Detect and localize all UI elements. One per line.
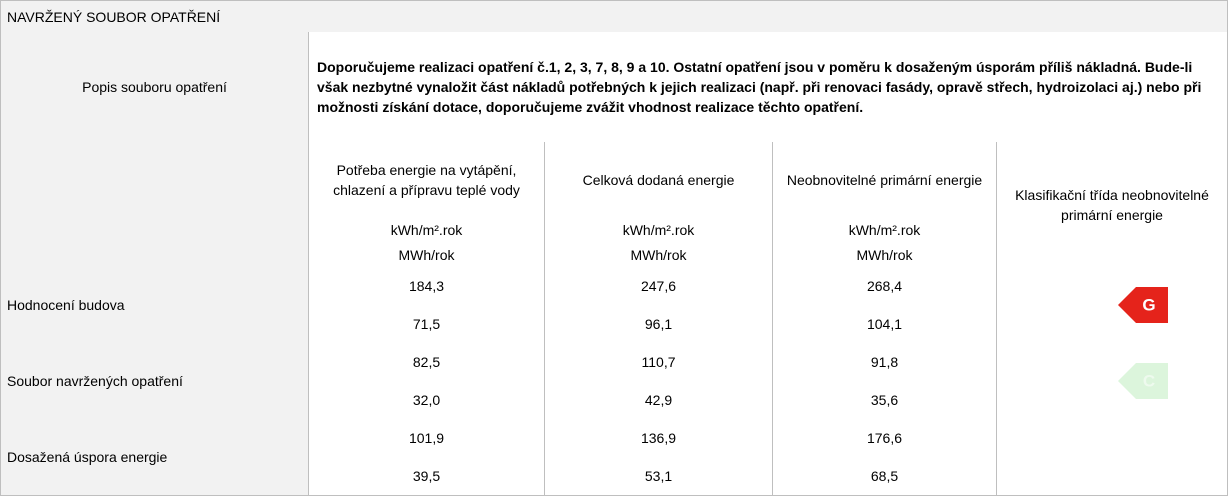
value: 53,1 — [545, 457, 773, 496]
unit: kWh/m².rok — [309, 217, 545, 243]
title: NAVRŽENÝ SOUBOR OPATŘENÍ — [0, 0, 1228, 33]
value: 42,9 — [545, 381, 773, 420]
class-letter: C — [1143, 371, 1155, 390]
value: 110,7 — [545, 343, 773, 382]
value: 32,0 — [309, 381, 545, 420]
column-header: Neobnovitelné primární energie — [773, 142, 997, 218]
row-label: Dosažená úspora energie — [0, 419, 309, 496]
column-header: Celková dodaná energie — [545, 142, 773, 218]
value: 136,9 — [545, 419, 773, 458]
value: 91,8 — [773, 343, 997, 382]
value: 247,6 — [545, 267, 773, 306]
value: 68,5 — [773, 457, 997, 496]
value: 104,1 — [773, 305, 997, 344]
column-header: Klasifikační třída neobnovitelné primárn… — [997, 142, 1228, 268]
unit: kWh/m².rok — [773, 217, 997, 243]
value: 96,1 — [545, 305, 773, 344]
value: 35,6 — [773, 381, 997, 420]
class-cell — [997, 343, 1228, 420]
value: 184,3 — [309, 267, 545, 306]
badge-shape — [1118, 287, 1168, 323]
empty-header — [0, 142, 309, 268]
value: 268,4 — [773, 267, 997, 306]
class-cell — [997, 419, 1228, 496]
value: 101,9 — [309, 419, 545, 458]
column-header: Potřeba energie na vytápění, chlazení a … — [309, 142, 545, 218]
value: 39,5 — [309, 457, 545, 496]
row-label: Soubor navržených opatření — [0, 343, 309, 420]
unit: MWh/rok — [773, 242, 997, 268]
value: 71,5 — [309, 305, 545, 344]
value: 82,5 — [309, 343, 545, 382]
unit: kWh/m².rok — [545, 217, 773, 243]
description: Doporučujeme realizaci opatření č.1, 2, … — [309, 32, 1228, 143]
unit: MWh/rok — [309, 242, 545, 268]
badge-shape — [1118, 363, 1168, 399]
class-badge: G — [1118, 287, 1168, 323]
value: 176,6 — [773, 419, 997, 458]
class-badge: C — [1118, 363, 1168, 399]
row-label: Hodnocení budova — [0, 267, 309, 344]
class-cell — [997, 267, 1228, 344]
row-label: Popis souboru opatření — [0, 32, 309, 143]
unit: MWh/rok — [545, 242, 773, 268]
class-letter: G — [1142, 295, 1155, 314]
